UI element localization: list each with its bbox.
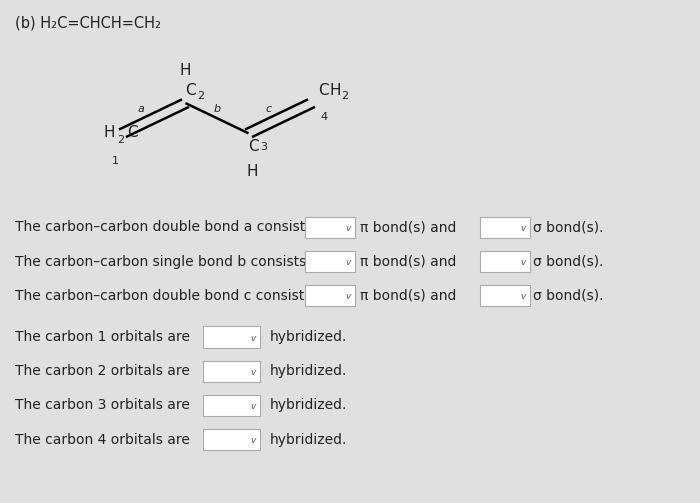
- Text: H: H: [180, 63, 191, 78]
- Text: v: v: [251, 368, 256, 377]
- Text: The carbon–carbon double bond c consists of: The carbon–carbon double bond c consists…: [15, 289, 330, 303]
- Text: H: H: [104, 125, 116, 140]
- Text: The carbon 2 orbitals are: The carbon 2 orbitals are: [15, 364, 190, 378]
- Text: v: v: [251, 402, 256, 411]
- Text: H: H: [246, 163, 258, 179]
- Bar: [203, 429, 260, 450]
- Text: v: v: [251, 436, 256, 445]
- Text: The carbon 3 orbitals are: The carbon 3 orbitals are: [15, 398, 190, 412]
- Text: hybridized.: hybridized.: [270, 330, 347, 344]
- Text: a: a: [138, 104, 145, 114]
- Bar: [304, 217, 355, 238]
- Text: v: v: [345, 292, 351, 301]
- Text: 2: 2: [117, 135, 124, 145]
- Text: 2: 2: [341, 91, 348, 101]
- Text: v: v: [345, 224, 351, 233]
- Bar: [203, 326, 260, 348]
- Text: C: C: [186, 83, 196, 98]
- Text: The carbon–carbon single bond b consists of: The carbon–carbon single bond b consists…: [15, 255, 325, 269]
- Text: 3: 3: [260, 142, 267, 152]
- Text: The carbon 4 orbitals are: The carbon 4 orbitals are: [15, 433, 190, 447]
- Text: (b) H₂C=CHCH=CH₂: (b) H₂C=CHCH=CH₂: [15, 15, 162, 30]
- Text: σ bond(s).: σ bond(s).: [533, 289, 604, 303]
- Text: π bond(s) and: π bond(s) and: [360, 220, 457, 234]
- Bar: [203, 361, 260, 382]
- Text: C: C: [127, 125, 137, 140]
- Text: v: v: [520, 224, 526, 233]
- Text: v: v: [345, 258, 351, 267]
- Text: v: v: [520, 258, 526, 267]
- Text: π bond(s) and: π bond(s) and: [360, 289, 457, 303]
- Bar: [480, 217, 530, 238]
- Bar: [480, 251, 530, 272]
- Text: H: H: [330, 83, 341, 98]
- Text: The carbon 1 orbitals are: The carbon 1 orbitals are: [15, 330, 190, 344]
- Bar: [203, 395, 260, 416]
- Text: 1: 1: [112, 156, 119, 166]
- Text: 2: 2: [197, 91, 204, 101]
- Text: 4: 4: [321, 112, 328, 122]
- Text: hybridized.: hybridized.: [270, 364, 347, 378]
- Bar: [304, 251, 355, 272]
- Bar: [480, 285, 530, 306]
- Text: The carbon–carbon double bond a consists of: The carbon–carbon double bond a consists…: [15, 220, 330, 234]
- Text: v: v: [520, 292, 526, 301]
- Bar: [304, 285, 355, 306]
- Text: hybridized.: hybridized.: [270, 433, 347, 447]
- Text: hybridized.: hybridized.: [270, 398, 347, 412]
- Text: C: C: [248, 139, 259, 154]
- Text: c: c: [266, 104, 272, 114]
- Text: π bond(s) and: π bond(s) and: [360, 255, 457, 269]
- Text: C: C: [318, 83, 329, 98]
- Text: b: b: [214, 104, 220, 114]
- Text: v: v: [251, 333, 256, 343]
- Text: σ bond(s).: σ bond(s).: [533, 220, 604, 234]
- Text: σ bond(s).: σ bond(s).: [533, 255, 604, 269]
